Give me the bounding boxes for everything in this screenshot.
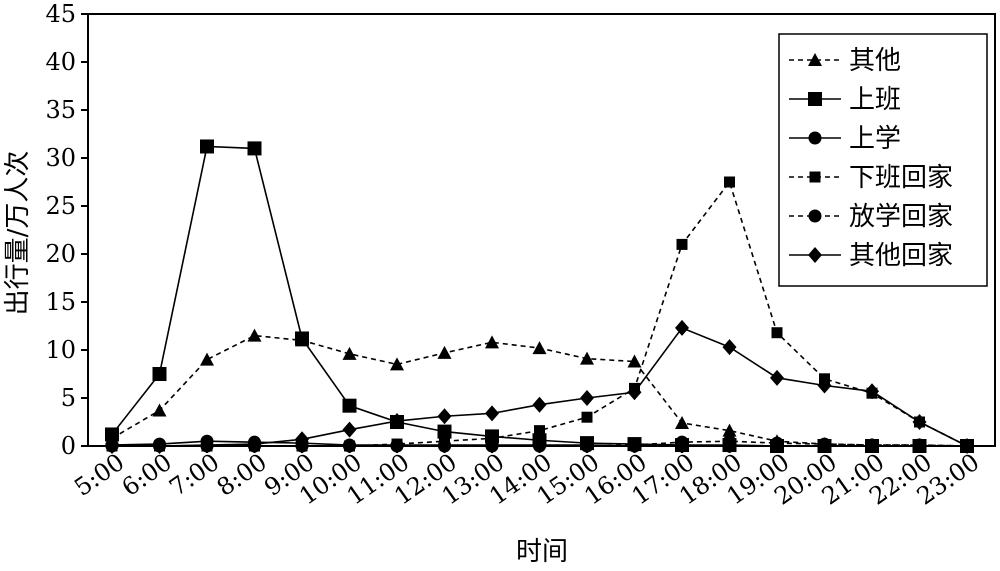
y-axis-title: 出行量/万人次 (3, 151, 33, 316)
series-6-point (675, 319, 689, 336)
x-tick-label: 6:00 (117, 448, 177, 502)
series-6 (105, 319, 974, 454)
series-6-point (342, 421, 357, 438)
legend-marker (808, 131, 822, 145)
legend-label: 上班 (849, 85, 901, 115)
series-6-point (390, 413, 404, 430)
series-1-point (580, 351, 594, 365)
y-tick-label: 10 (45, 336, 76, 364)
series-1-point (247, 328, 262, 342)
series-6-point (485, 405, 499, 422)
legend-label: 上学 (849, 124, 901, 154)
legend-marker (808, 209, 822, 223)
series-1-point (200, 352, 214, 366)
y-tick-label: 30 (45, 144, 76, 172)
series-1-point (485, 335, 499, 349)
x-axis-title: 时间 (516, 537, 568, 567)
y-tick-label: 25 (45, 192, 76, 220)
series-6-point (865, 383, 879, 400)
series-1-point (437, 345, 452, 359)
series-2-point (152, 367, 167, 381)
legend-marker (808, 247, 822, 263)
y-tick-label: 45 (45, 0, 76, 28)
y-tick-label: 15 (45, 288, 76, 316)
legend-marker (808, 53, 822, 66)
series-6-point (437, 408, 452, 425)
series-6-point (817, 377, 832, 394)
y-tick-label: 40 (45, 48, 76, 76)
plot-area (105, 139, 974, 454)
y-tick-label: 5 (61, 384, 76, 412)
y-tick-label: 0 (61, 432, 76, 460)
series-1-point (390, 357, 404, 371)
series-1-point (627, 354, 642, 368)
series-1-point (722, 423, 737, 437)
series-6-point (722, 339, 737, 356)
series-1-point (532, 341, 547, 355)
legend-box (778, 33, 988, 287)
series-4-point (771, 327, 783, 339)
legend-marker (808, 92, 822, 106)
series-6-point (912, 414, 927, 430)
legend-marker (809, 171, 821, 183)
series-2-point (247, 141, 262, 156)
legend-item: 下班回家 (789, 163, 953, 193)
x-tick-label: 8:00 (212, 448, 272, 502)
legend-label: 下班回家 (849, 163, 953, 193)
legend-item: 上班 (789, 85, 901, 115)
series-6-point (580, 390, 594, 406)
series-2-point (105, 427, 119, 442)
series-5-point (818, 437, 831, 451)
legend-item: 放学回家 (789, 202, 953, 232)
series-4-point (486, 432, 498, 444)
series-4-point (724, 176, 735, 188)
series-1-point (675, 415, 689, 429)
plot-frame (87, 13, 996, 447)
series-6-point (532, 396, 547, 413)
series-4-point (534, 425, 545, 437)
series-6-point (295, 431, 309, 448)
series-2-point (437, 424, 452, 439)
series-5-point (723, 434, 736, 448)
series-1-point (342, 346, 357, 360)
series-6-point (770, 369, 784, 386)
legend-item: 上学 (789, 124, 901, 154)
series-1-point (152, 403, 167, 417)
series-4-point (581, 411, 593, 423)
series-2-point (342, 398, 357, 413)
legend-label: 其他 (849, 46, 901, 76)
series-4-point (676, 238, 688, 250)
legend-label: 放学回家 (849, 202, 953, 232)
legend-item: 其他回家 (789, 241, 953, 271)
x-tick-label: 7:00 (164, 448, 224, 502)
legend-label: 其他回家 (849, 241, 953, 271)
series-6-point (627, 384, 642, 401)
x-tick-label: 5:00 (69, 448, 129, 502)
series-6-point (247, 436, 262, 453)
legend-item: 其他 (789, 46, 901, 76)
series-2-point (295, 331, 309, 346)
y-tick-label: 35 (45, 96, 76, 124)
y-tick-label: 20 (45, 240, 76, 268)
series-2-point (200, 139, 214, 154)
